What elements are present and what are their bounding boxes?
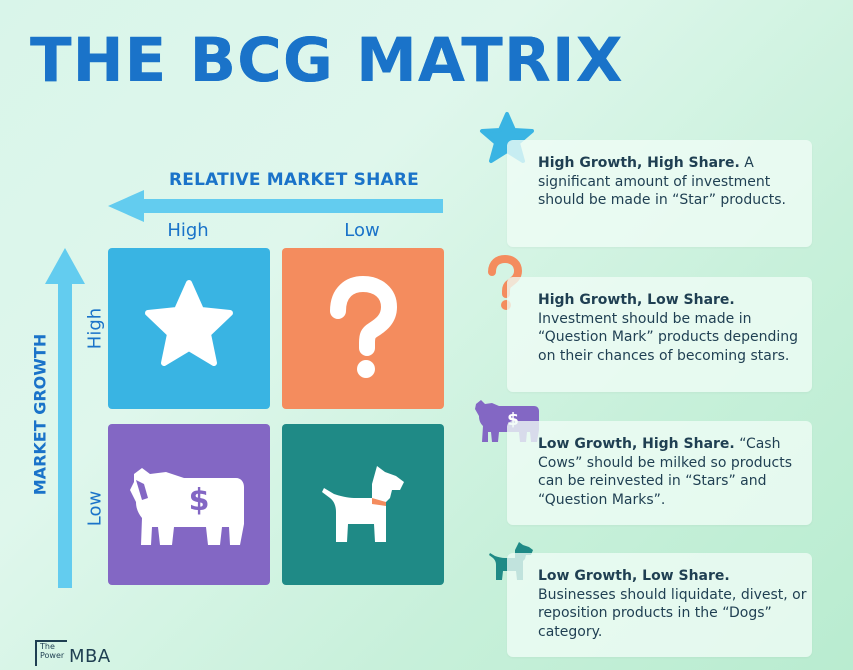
cow-dollar-icon: $ — [130, 468, 244, 545]
dog-icon — [322, 466, 404, 542]
svg-text:$: $ — [507, 410, 519, 430]
svg-text:$: $ — [189, 483, 210, 518]
card-question-mark: High Growth, Low Share. Investment shoul… — [507, 277, 812, 392]
question-mark-quadrant — [282, 248, 444, 409]
x-axis-low-label: Low — [344, 220, 380, 241]
dog-quadrant — [282, 424, 444, 585]
x-axis-label: RELATIVE MARKET SHARE — [169, 170, 419, 190]
card-dog: Low Growth, Low Share. Businesses should… — [507, 553, 812, 657]
cash-cow-quadrant: $ — [108, 424, 270, 585]
y-axis-label-container: MARKET GROWTH — [25, 325, 55, 515]
card-body: Businesses should liquidate, divest, or … — [538, 586, 807, 640]
logo-box — [35, 640, 67, 666]
card-heading: Low Growth, High Share. — [538, 436, 735, 452]
card-star: High Growth, High Share. A significant a… — [507, 140, 812, 247]
card-body: Investment should be made in “Question M… — [538, 310, 799, 364]
card-body: “Cash Cows” should be milked so products… — [538, 436, 792, 508]
logo-small-text: The Power — [40, 642, 65, 660]
y-axis-label: MARKET GROWTH — [30, 333, 50, 496]
card-heading: High Growth, Low Share. — [538, 292, 735, 308]
page-title: THE BCG MATRIX — [30, 25, 624, 96]
card-heading: Low Growth, Low Share. — [538, 568, 730, 584]
up-arrow-icon — [45, 248, 85, 588]
card-body: A significant amount of investment shoul… — [538, 155, 787, 208]
card-heading: High Growth, High Share. — [538, 155, 740, 171]
card-text: High Growth, Low Share. Investment shoul… — [538, 291, 808, 365]
logo-big-text: MBA — [69, 646, 111, 667]
y-axis-low-container: Low — [80, 458, 110, 558]
question-mark-icon — [330, 276, 397, 378]
y-axis-high-container: High — [80, 278, 110, 378]
card-text: High Growth, High Share. A significant a… — [538, 154, 808, 210]
card-text: Low Growth, Low Share. Businesses should… — [538, 567, 808, 641]
card-cash-cow: Low Growth, High Share. “Cash Cows” shou… — [507, 421, 812, 525]
x-axis-high-label: High — [167, 220, 209, 241]
y-axis-low-label: Low — [84, 490, 106, 527]
star-quadrant — [108, 248, 270, 409]
y-axis-high-label: High — [84, 307, 106, 350]
card-text: Low Growth, High Share. “Cash Cows” shou… — [538, 435, 808, 509]
left-arrow-icon — [108, 190, 443, 222]
logo: The Power MBA — [35, 640, 115, 668]
star-icon — [145, 280, 233, 366]
